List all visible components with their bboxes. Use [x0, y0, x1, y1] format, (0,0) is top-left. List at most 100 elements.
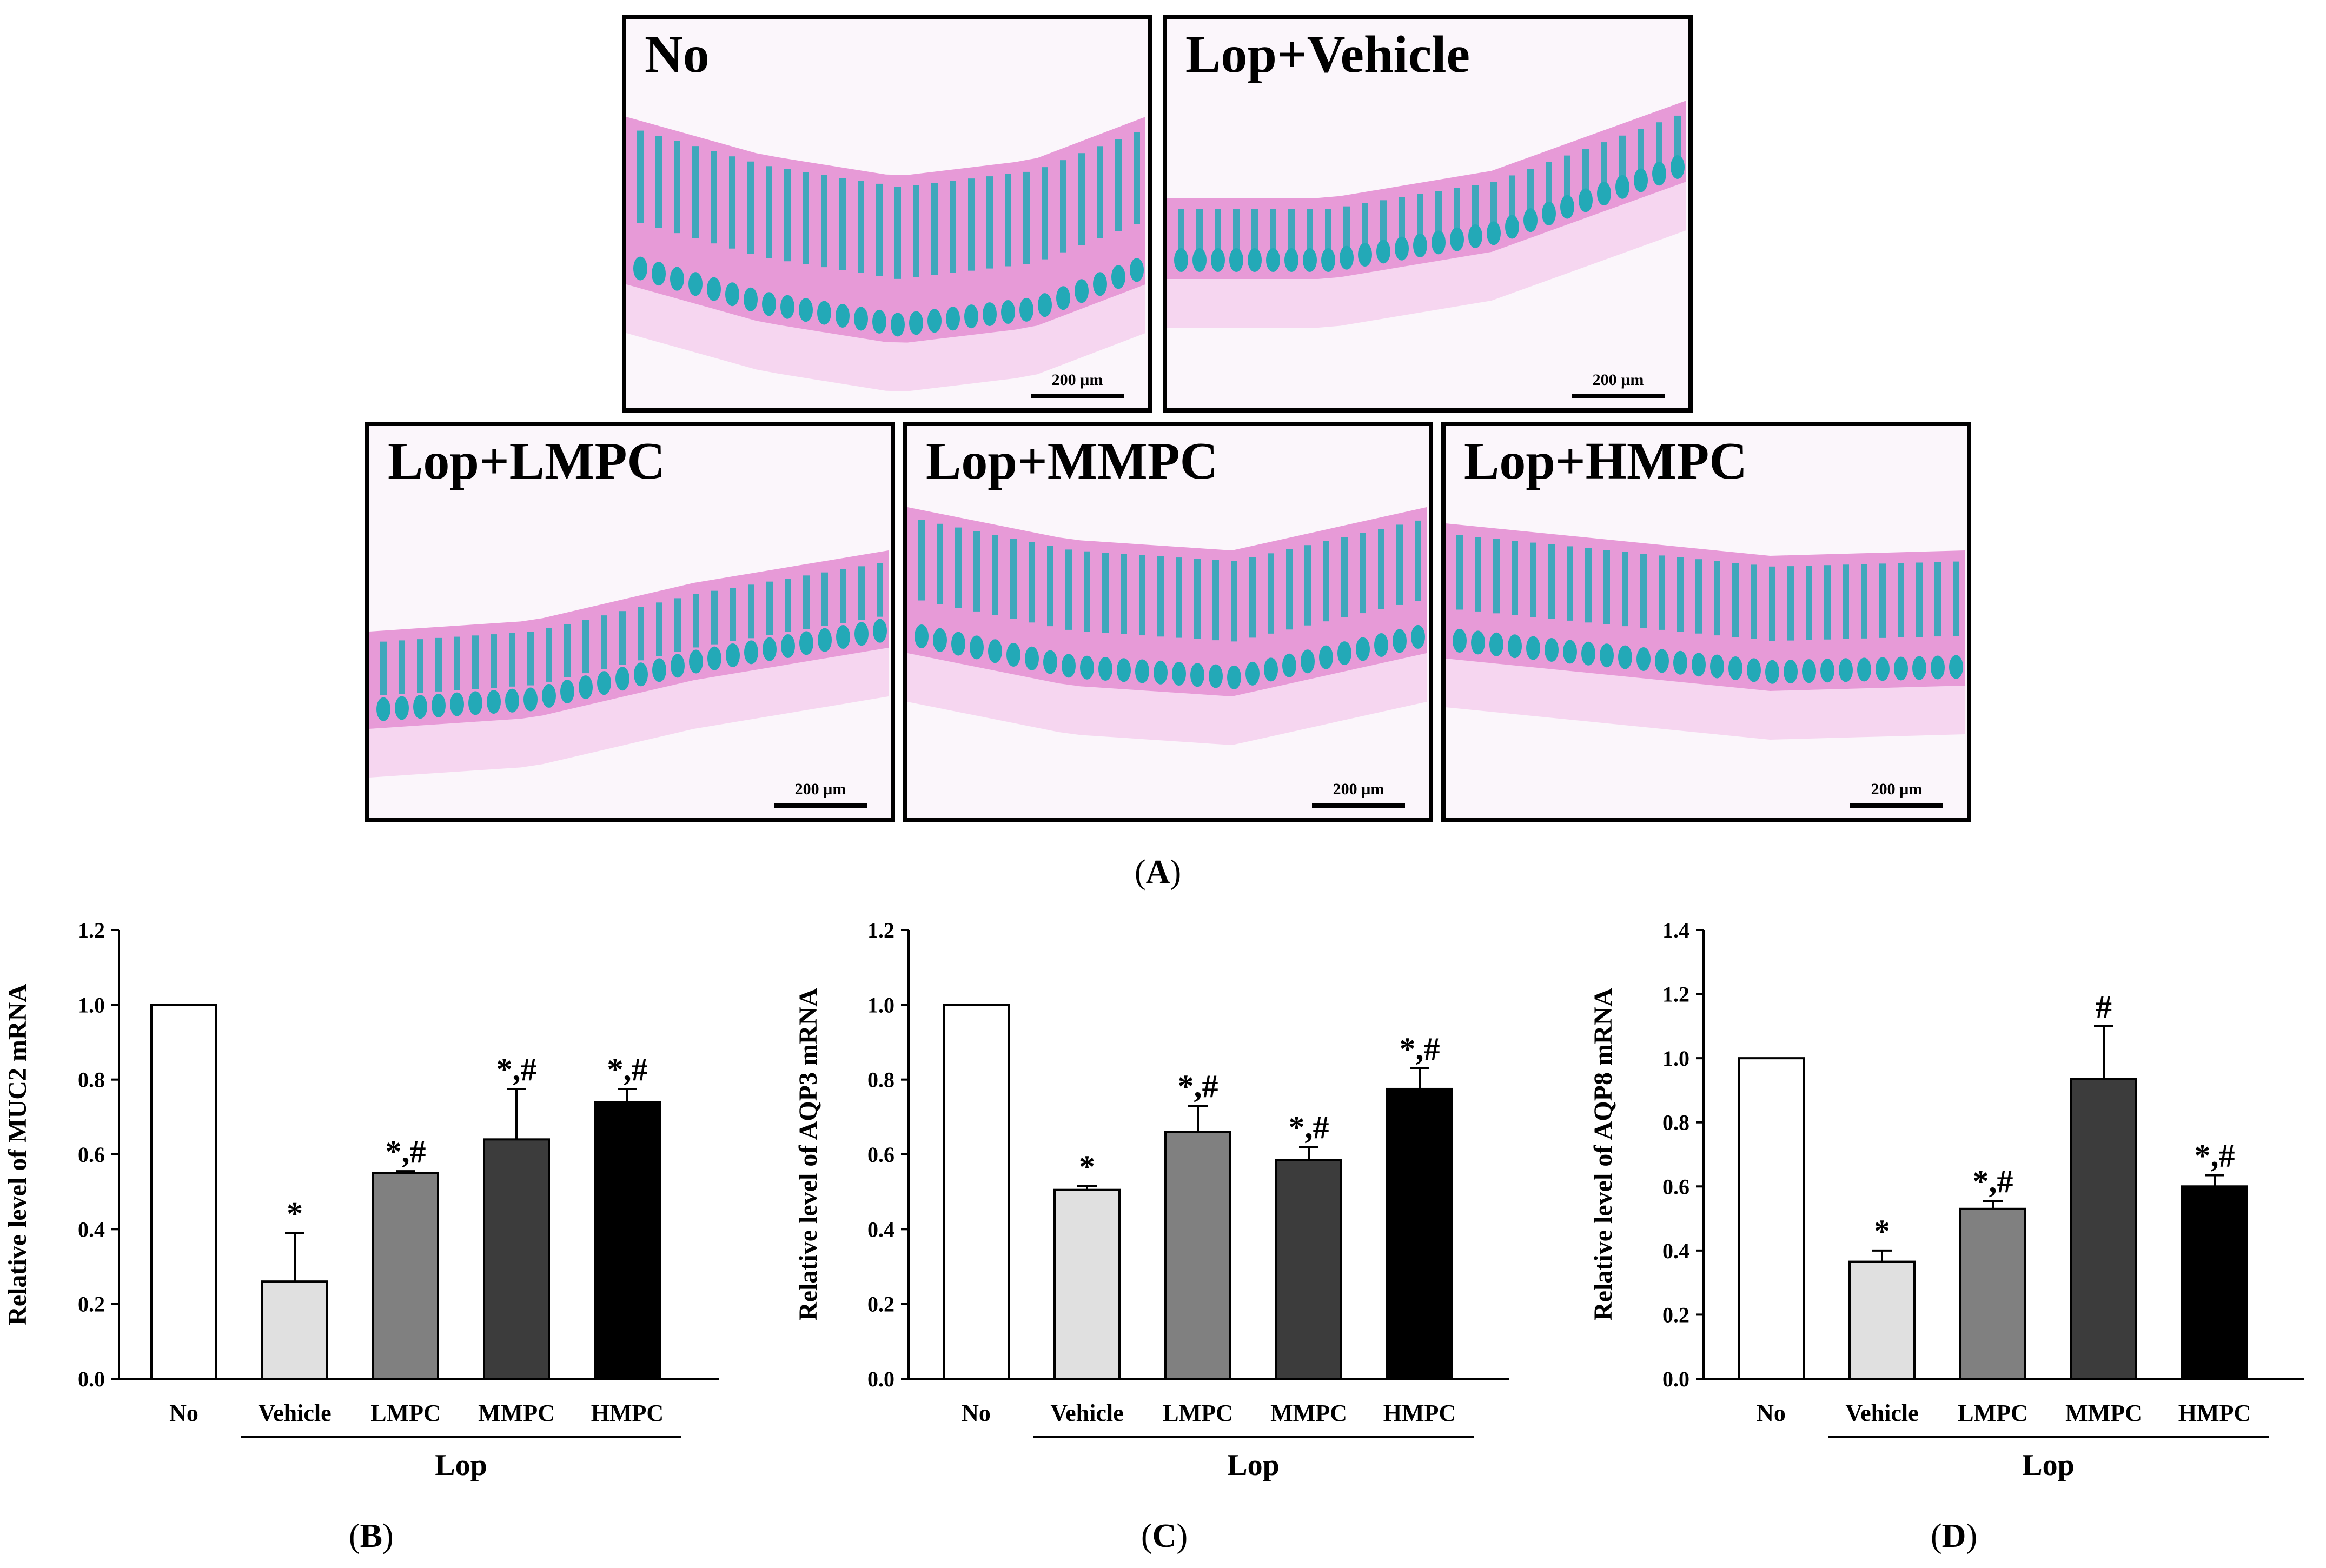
- crypt-stain: [1490, 182, 1497, 227]
- crypt-stain: [931, 183, 938, 275]
- significance-mark: *,#: [1178, 1068, 1218, 1104]
- y-tick-label: 1.0: [867, 993, 894, 1017]
- x-tick-label: MMPC: [2065, 1400, 2142, 1426]
- goblet-cluster: [1135, 659, 1149, 683]
- submucosa-layer: [369, 648, 889, 778]
- significance-mark: *,#: [607, 1052, 648, 1087]
- goblet-cluster: [988, 639, 1002, 663]
- goblet-cluster: [946, 307, 960, 331]
- significance-mark: *: [1079, 1149, 1095, 1185]
- crypt-stain: [1603, 550, 1610, 624]
- goblet-cluster: [1337, 641, 1351, 666]
- goblet-cluster: [1356, 637, 1370, 661]
- y-tick-label: 0.6: [78, 1142, 105, 1167]
- crypt-stain: [1769, 566, 1775, 641]
- goblet-cluster: [633, 256, 647, 281]
- crypt-stain: [711, 590, 718, 645]
- goblet-cluster: [1248, 248, 1262, 272]
- goblet-cluster: [1747, 658, 1761, 682]
- crypt-stain: [1097, 146, 1103, 238]
- crypt-stain: [1121, 554, 1127, 634]
- goblet-cluster: [395, 696, 409, 720]
- crypt-stain: [711, 151, 717, 244]
- crypt-stain: [1415, 520, 1421, 601]
- y-tick-label: 0.8: [78, 1068, 105, 1092]
- crypt-stain: [1343, 206, 1350, 251]
- mucosa-layer: [907, 507, 1427, 696]
- significance-mark: *: [1874, 1213, 1890, 1249]
- goblet-cluster: [854, 622, 869, 646]
- crypt-stain: [803, 575, 810, 629]
- crypt-stain: [1527, 169, 1534, 214]
- goblet-cluster: [1411, 624, 1425, 649]
- goblet-cluster: [1489, 632, 1503, 656]
- crypt-stain: [1268, 553, 1274, 634]
- goblet-cluster: [1432, 230, 1446, 255]
- goblet-cluster: [854, 307, 868, 331]
- y-tick-label: 0.2: [867, 1292, 894, 1317]
- tissue-section-image: [1446, 523, 1965, 740]
- crypt-stain: [986, 176, 993, 269]
- crypt-stain: [1567, 546, 1573, 621]
- panel-label: Lop+Vehicle: [1185, 25, 1470, 84]
- x-tick-label: Vehicle: [1050, 1400, 1123, 1426]
- crypt-stain: [766, 166, 772, 258]
- crypt-stain: [950, 181, 956, 273]
- goblet-cluster: [1563, 640, 1577, 664]
- crypt-stain: [1806, 566, 1812, 640]
- crypt-stain: [913, 185, 919, 277]
- goblet-cluster: [872, 309, 886, 334]
- goblet-cluster: [836, 625, 850, 649]
- bar-no: [150, 1004, 217, 1380]
- crypt-stain: [655, 136, 662, 228]
- mucosa-layer: [1167, 101, 1686, 279]
- x-tick-label: Vehicle: [258, 1400, 331, 1426]
- goblet-cluster: [468, 691, 482, 715]
- goblet-cluster: [1229, 248, 1243, 272]
- goblet-cluster: [873, 619, 887, 643]
- goblet-cluster: [1505, 215, 1519, 239]
- crypt-stain: [803, 172, 809, 264]
- goblet-cluster: [1839, 658, 1853, 682]
- goblet-cluster: [1857, 657, 1871, 682]
- crypt-stain: [730, 588, 736, 641]
- crypt-stain: [1078, 153, 1085, 245]
- goblet-cluster: [726, 643, 740, 667]
- bar-mmpc: [2070, 1078, 2137, 1380]
- goblet-cluster: [799, 631, 813, 655]
- goblet-cluster: [1117, 658, 1131, 682]
- goblet-cluster: [1618, 645, 1632, 669]
- goblet-cluster: [1174, 248, 1188, 272]
- crypt-stain: [601, 615, 607, 669]
- y-axis-title: Relative level of AQP3 mRNA: [794, 988, 823, 1321]
- group-label: Lop: [1227, 1449, 1280, 1482]
- panel-label: Lop+HMPC: [1464, 432, 1748, 490]
- goblet-cluster: [1471, 630, 1485, 655]
- crypt-stain: [1751, 564, 1757, 639]
- goblet-cluster: [1450, 227, 1464, 251]
- crypt-stain: [656, 602, 662, 656]
- crypt-stain: [1307, 209, 1313, 254]
- micrograph-lop-vehicle: Lop+Vehicle 200 µm: [1163, 15, 1693, 413]
- crypt-stain: [785, 579, 791, 632]
- crypt-stain: [876, 183, 883, 276]
- crypt-stain: [1178, 209, 1184, 254]
- goblet-cluster: [1321, 248, 1335, 272]
- goblet-cluster: [725, 282, 739, 307]
- crypt-stain: [674, 141, 680, 234]
- micrograph-lop-mmpc: Lop+MMPC 200 µm: [903, 422, 1433, 822]
- significance-mark: *,#: [1400, 1031, 1440, 1067]
- goblet-cluster: [1080, 655, 1094, 680]
- goblet-cluster: [1931, 655, 1945, 680]
- crypt-stain: [1622, 552, 1628, 627]
- goblet-cluster: [1075, 279, 1089, 303]
- panel-label: No: [645, 25, 710, 84]
- crypt-stain: [1435, 191, 1442, 236]
- crypt-stain: [1288, 209, 1295, 254]
- crypt-stain: [1029, 542, 1035, 623]
- crypt-stain: [1638, 129, 1644, 174]
- crypt-stain: [1454, 188, 1460, 233]
- crypt-stain: [748, 584, 754, 639]
- goblet-cluster: [1190, 663, 1204, 687]
